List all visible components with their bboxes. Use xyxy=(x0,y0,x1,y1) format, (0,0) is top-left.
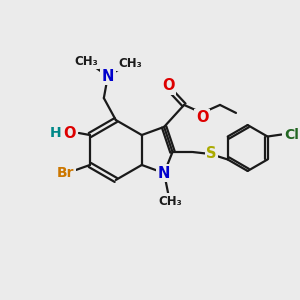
Text: Cl: Cl xyxy=(284,128,299,142)
Text: O: O xyxy=(196,110,208,125)
Text: Br: Br xyxy=(57,166,75,180)
Text: O: O xyxy=(64,125,76,140)
Text: CH₃: CH₃ xyxy=(118,57,142,70)
Text: CH₃: CH₃ xyxy=(74,55,98,68)
Text: H: H xyxy=(50,126,62,140)
Text: N: N xyxy=(158,166,170,181)
Text: N: N xyxy=(102,69,114,84)
Text: CH₃: CH₃ xyxy=(158,195,182,208)
Text: O: O xyxy=(162,79,174,94)
Text: S: S xyxy=(206,146,217,161)
